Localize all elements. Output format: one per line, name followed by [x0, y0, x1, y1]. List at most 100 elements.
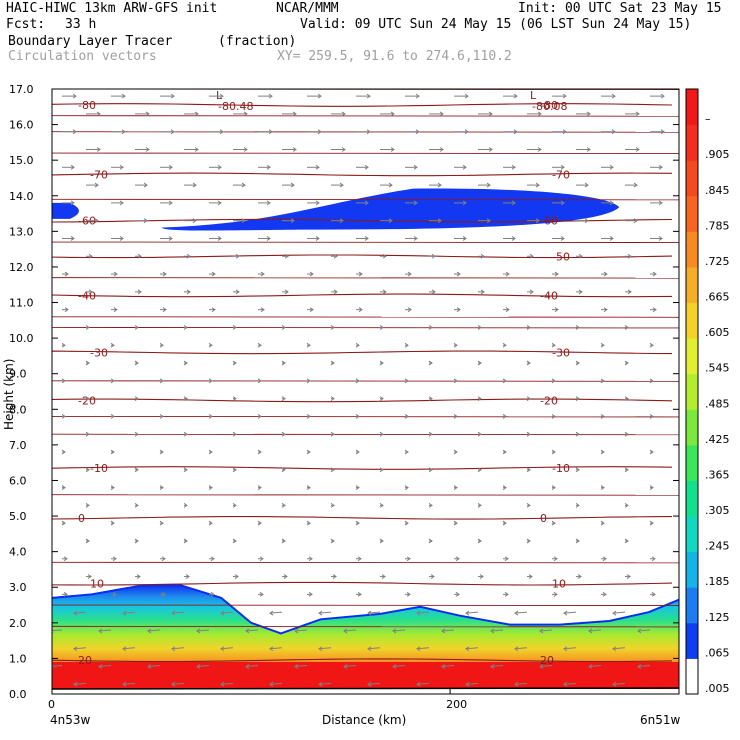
wind-vector-head — [439, 111, 444, 117]
upper-tracer-patch — [161, 188, 620, 231]
cross-section-coordinates: XY= 259.5, 91.6 to 274.6,110.2 — [277, 49, 512, 64]
wind-vector — [343, 629, 357, 632]
wind-vector-head — [514, 610, 519, 616]
temperature-contour — [52, 658, 673, 663]
wind-vector — [220, 647, 234, 650]
wind-vector — [98, 629, 112, 632]
wind-vector-head — [186, 289, 191, 295]
wind-vector-head — [529, 289, 534, 295]
wind-vector-head — [257, 413, 262, 419]
wind-vector-head — [388, 182, 393, 188]
wind-vector — [514, 611, 528, 614]
wind-vector-head — [183, 325, 188, 330]
wind-vector-head — [379, 467, 384, 473]
wind-vector-head — [511, 164, 516, 170]
wind-vector — [612, 647, 626, 650]
wind-vector-head — [366, 129, 371, 135]
wind-vector-head — [85, 396, 90, 402]
wind-vector-head — [588, 664, 593, 669]
wind-vector-head — [330, 538, 335, 544]
wind-vector-head — [235, 289, 240, 295]
contour-label: -40 — [540, 289, 558, 302]
wind-vector-head — [341, 147, 346, 152]
wind-vector-head — [578, 253, 583, 259]
wind-vector-head — [159, 342, 164, 348]
wind-vector — [73, 611, 87, 614]
wind-vector — [392, 665, 406, 668]
field-name: Boundary Layer Tracer — [8, 34, 173, 49]
wind-vector-head — [526, 538, 531, 544]
wind-vector-head — [526, 502, 531, 508]
wind-vector-head — [364, 164, 369, 170]
y-tick-label: 9.0 — [9, 368, 27, 381]
wind-vector-head — [511, 236, 516, 241]
wind-vector-head — [488, 147, 493, 152]
colorbar: .005 .065 .125 .185 .245 .305 .365 .425 .485 .545… — [685, 88, 730, 695]
wind-vector-head — [464, 93, 469, 99]
wind-vector-head — [612, 610, 617, 616]
wind-vector — [637, 629, 651, 632]
wind-vector-head — [602, 556, 607, 562]
wind-vector-head — [196, 628, 201, 634]
wind-vector-head — [554, 307, 559, 313]
wind-vector-head — [137, 253, 142, 259]
wind-vector-head — [121, 129, 126, 135]
wind-vector-head — [612, 646, 617, 652]
x-tick-label: 200 — [446, 698, 467, 711]
wind-vector-head — [465, 610, 470, 616]
y-tick-label: 10.0 — [9, 332, 34, 345]
wind-vector-head — [355, 378, 360, 384]
wind-vector-head — [85, 360, 90, 366]
wind-vector-head — [260, 271, 265, 277]
wind-vector-head — [113, 307, 118, 313]
wind-vector-head — [600, 378, 605, 384]
wind-vector-head — [551, 485, 556, 491]
wind-vector-head — [624, 360, 629, 366]
wind-vector-head — [563, 646, 568, 652]
contour-label: -10 — [90, 462, 108, 475]
isotherm-line — [52, 316, 679, 318]
temperature-contour — [52, 293, 673, 298]
wind-vector-head — [208, 449, 213, 455]
contour-label: 0 — [78, 512, 85, 525]
wind-vector-head — [406, 591, 411, 597]
wind-vector-head — [477, 467, 482, 473]
wind-vector-head — [588, 628, 593, 634]
wind-vector-head — [465, 681, 470, 687]
y-tick-label: 7.0 — [9, 439, 27, 452]
wind-vector-head — [232, 396, 237, 402]
wind-vector-head — [61, 378, 66, 384]
wind-vector-head — [600, 520, 605, 526]
wind-vector-head — [162, 307, 167, 313]
wind-vector-head — [537, 111, 542, 117]
wind-vector — [245, 665, 259, 668]
wind-vector-head — [98, 664, 103, 669]
wind-vector-head — [437, 218, 442, 224]
wind-vector-head — [404, 413, 409, 419]
wind-vector-head — [134, 396, 139, 402]
wind-vector-head — [652, 307, 657, 313]
wind-vector-head — [649, 485, 654, 491]
colorbar-label: .425 — [705, 433, 730, 446]
wind-vector-head — [658, 236, 663, 241]
colorbar-label: .125 — [705, 611, 730, 624]
wind-vector-head — [600, 342, 605, 348]
wind-vector-head — [490, 628, 495, 634]
colorbar-label: – — [705, 113, 711, 126]
wind-vector-head — [134, 467, 139, 473]
y-tick-label: 1.0 — [9, 652, 27, 665]
colorbar-label: .185 — [705, 575, 730, 588]
wind-vector-head — [171, 646, 176, 652]
wind-vector-head — [73, 681, 78, 687]
wind-vector-head — [428, 502, 433, 508]
wind-vector-head — [332, 574, 337, 579]
wind-vector-head — [217, 200, 222, 206]
wind-vector-head — [381, 574, 386, 579]
wind-vector-head — [208, 485, 213, 491]
wind-vector-head — [88, 253, 93, 259]
wind-vector-head — [290, 218, 295, 224]
wind-vector-head — [453, 378, 458, 384]
wind-vector — [367, 647, 381, 650]
wind-vector-head — [562, 93, 567, 99]
wind-vector-head — [315, 200, 320, 206]
